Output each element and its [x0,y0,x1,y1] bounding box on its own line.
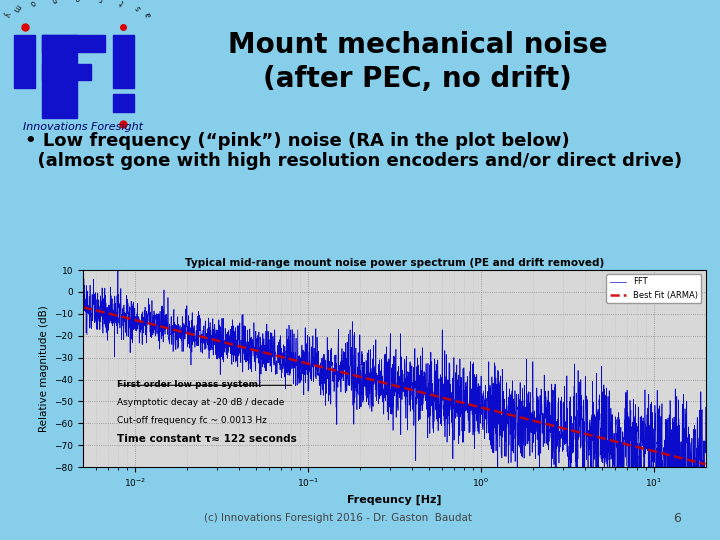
FFT [701,404,710,410]
Text: s: s [134,3,143,11]
Bar [42,35,78,118]
Legend: FFT, Best Fit (ARMA): FFT, Best Fit (ARMA) [606,274,701,303]
Text: o: o [28,0,37,7]
Bar [112,94,134,112]
Bar [42,64,91,80]
Text: m: m [11,2,22,13]
FFT [622,463,631,469]
Line: FFT: FFT [83,266,706,467]
Best Fit (ARMA) [78,304,87,310]
Text: r: r [98,0,104,4]
Text: Mount mechanical noise
(after PEC, no drift): Mount mechanical noise (after PEC, no dr… [228,31,608,93]
Best Fit (ARMA) [318,364,326,370]
FFT [344,371,353,377]
Best Fit (ARMA) [150,321,158,328]
Text: n: n [50,0,58,4]
Text: t: t [118,0,126,6]
FFT [150,308,158,314]
Text: y: y [1,11,12,17]
Text: 6: 6 [673,512,680,525]
FFT [690,464,698,470]
Best Fit (ARMA) [186,331,195,338]
Best Fit (ARMA) [689,458,698,464]
Text: (c) Innovations Foresight 2016 - Dr. Gaston  Baudat: (c) Innovations Foresight 2016 - Dr. Gas… [204,514,472,523]
Bar [112,35,134,88]
FFT [186,362,195,368]
FFT [318,355,326,362]
Line: Best Fit (ARMA): Best Fit (ARMA) [83,307,706,464]
FFT [493,464,502,470]
Text: o: o [75,0,80,2]
Title: Typical mid-range mount noise power spectrum (PE and drift removed): Typical mid-range mount noise power spec… [184,258,604,268]
Best Fit (ARMA) [701,461,710,468]
Bar [42,35,106,52]
Text: • Low frequency (“pink”) noise (RA in the plot below): • Low frequency (“pink”) noise (RA in th… [25,132,570,150]
Text: Time constant τ≈ 122 seconds: Time constant τ≈ 122 seconds [117,434,297,443]
Text: (almost gone with high resolution encoders and/or direct drive): (almost gone with high resolution encode… [25,152,683,170]
Text: First order low pass system:: First order low pass system: [117,380,261,389]
Best Fit (ARMA) [622,441,631,448]
Best Fit (ARMA) [344,370,353,377]
Y-axis label: Relative magnitude (dB): Relative magnitude (dB) [39,305,48,432]
Text: Asymptotic decay at -20 dB / decade: Asymptotic decay at -20 dB / decade [117,398,284,407]
Text: Innovations Foresight: Innovations Foresight [23,122,143,132]
FFT [114,262,122,269]
X-axis label: Freqeuncy [Hz]: Freqeuncy [Hz] [347,495,441,505]
Text: a: a [143,10,153,17]
Text: Cut-off frequency fc ~ 0.0013 Hz: Cut-off frequency fc ~ 0.0013 Hz [117,416,267,425]
Bar [14,35,35,88]
FFT [78,290,87,296]
